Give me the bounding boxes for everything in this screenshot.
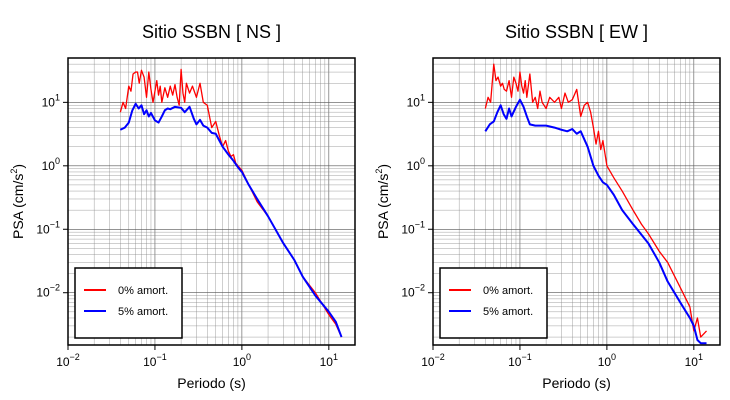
x-tick-label: 101 (685, 352, 703, 369)
y-axis-label-superscript: 2 (9, 169, 19, 174)
y-axis-label-tail: ) (375, 164, 391, 169)
legend-label: 0% amort. (118, 285, 168, 297)
x-tick-label: 100 (598, 352, 616, 369)
y-tick-base: 10 (42, 95, 56, 109)
x-tick-base: 10 (685, 355, 699, 369)
x-tick-base: 10 (233, 355, 247, 369)
y-tick-exponent: 1 (420, 92, 425, 102)
x-tick-label: 10−1 (508, 352, 532, 369)
x-tick-exponent: −1 (156, 352, 166, 362)
y-tick-base: 10 (36, 222, 50, 236)
legend-label: 0% amort. (483, 285, 533, 297)
x-tick-exponent: −1 (521, 352, 531, 362)
y-axis-label: PSA (cm/s2) (9, 164, 26, 239)
legend-box (439, 267, 548, 339)
y-axis-label-tail: ) (10, 164, 26, 169)
y-tick-exponent: −1 (415, 219, 425, 229)
y-tick-label: 101 (42, 92, 60, 109)
x-axis-label: Periodo (s) (542, 375, 610, 391)
y-tick-base: 10 (401, 222, 415, 236)
x-tick-label: 100 (233, 352, 251, 369)
y-tick-label: 10−1 (36, 219, 60, 236)
y-tick-base: 10 (42, 159, 56, 173)
x-tick-label: 10−1 (143, 352, 167, 369)
x-tick-label: 10−2 (421, 352, 445, 369)
x-tick-exponent: −2 (435, 352, 445, 362)
series-line-0-amort- (484, 63, 708, 338)
y-tick-label: 101 (407, 92, 425, 109)
plot-frame (432, 57, 721, 346)
y-tick-label: 10−2 (36, 283, 60, 300)
y-tick-label: 100 (42, 156, 60, 173)
y-tick-exponent: −2 (50, 283, 60, 293)
plot-frame (67, 57, 356, 346)
x-tick-exponent: 0 (246, 352, 251, 362)
chart-title: Sitio SSBN [ NS ] (142, 22, 281, 42)
legend: 0% amort. 5% amort. (439, 267, 548, 339)
x-tick-exponent: 1 (333, 352, 338, 362)
x-tick-label: 101 (320, 352, 338, 369)
y-tick-exponent: 0 (420, 156, 425, 166)
y-tick-label: 10−2 (401, 283, 425, 300)
x-tick-exponent: 0 (611, 352, 616, 362)
y-tick-label: 10−1 (401, 219, 425, 236)
series-line-5-amort- (119, 102, 343, 338)
legend-box (74, 267, 183, 339)
chart-panel-ew: Sitio SSBN [ EW ] Periodo (s) PSA (cm/s2… (374, 22, 721, 391)
x-tick-base: 10 (56, 355, 70, 369)
y-axis-label-main: PSA (cm/s (10, 174, 26, 239)
y-tick-exponent: 0 (55, 156, 60, 166)
x-tick-base: 10 (598, 355, 612, 369)
legend: 0% amort. 5% amort. (74, 267, 183, 339)
chart-title: Sitio SSBN [ EW ] (505, 22, 648, 42)
y-tick-label: 100 (407, 156, 425, 173)
y-axis-label-superscript: 2 (374, 169, 384, 174)
x-tick-base: 10 (143, 355, 157, 369)
y-tick-exponent: −2 (415, 283, 425, 293)
y-axis-label: PSA (cm/s2) (374, 164, 391, 239)
x-tick-label: 10−2 (56, 352, 80, 369)
x-tick-base: 10 (320, 355, 334, 369)
chart-panel-ns: Sitio SSBN [ NS ] Periodo (s) PSA (cm/s2… (9, 22, 356, 391)
x-tick-exponent: −2 (70, 352, 80, 362)
y-tick-base: 10 (407, 159, 421, 173)
y-axis-label-main: PSA (cm/s (375, 174, 391, 239)
x-tick-exponent: 1 (698, 352, 703, 362)
legend-label: 5% amort. (483, 306, 533, 318)
x-tick-base: 10 (421, 355, 435, 369)
y-tick-base: 10 (407, 95, 421, 109)
x-axis-label: Periodo (s) (177, 375, 245, 391)
y-tick-base: 10 (36, 286, 50, 300)
y-tick-exponent: −1 (50, 219, 60, 229)
legend-label: 5% amort. (118, 306, 168, 318)
y-tick-exponent: 1 (55, 92, 60, 102)
y-tick-base: 10 (401, 286, 415, 300)
x-tick-base: 10 (508, 355, 522, 369)
series-line-5-amort- (484, 98, 707, 345)
